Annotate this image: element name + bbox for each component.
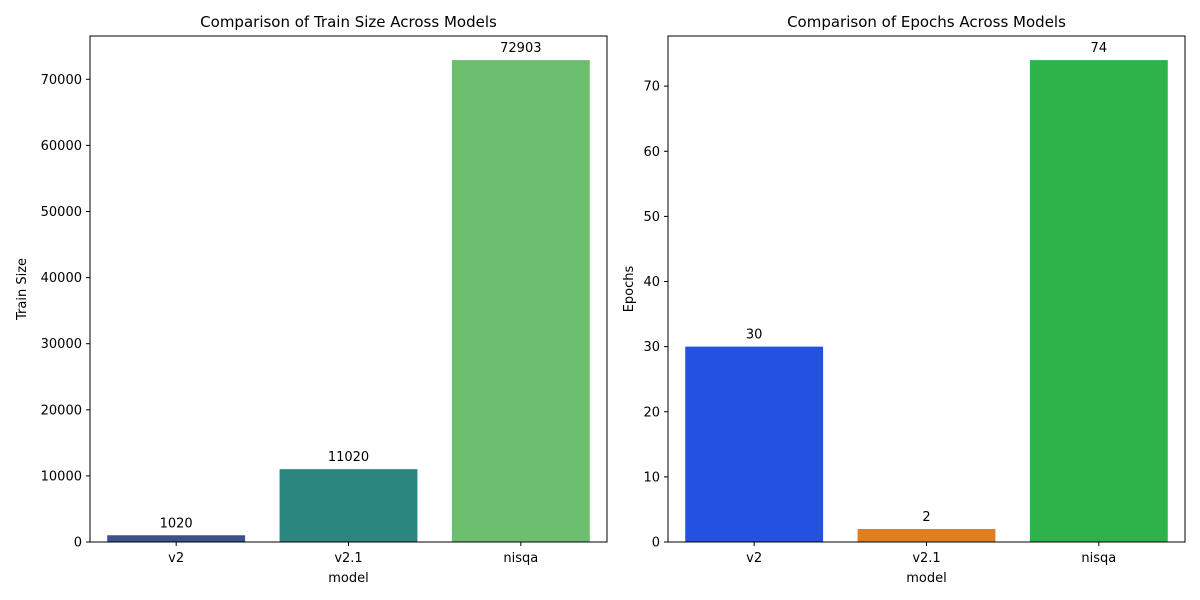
data-label: 72903 <box>500 41 541 56</box>
bar-nisqa <box>451 60 590 542</box>
y-tick-label: 50000 <box>41 205 82 220</box>
x-tick-label: v2 <box>746 551 762 566</box>
bar-v2.1 <box>279 469 418 542</box>
x-axis-label: model <box>906 571 946 586</box>
x-tick-label: nisqa <box>1081 551 1116 566</box>
bar-v2 <box>107 535 246 542</box>
y-axis-label: Epochs <box>622 265 637 312</box>
y-tick-label: 70000 <box>41 73 82 88</box>
chart-train-size: Comparison of Train Size Across Models 10… <box>15 13 608 586</box>
data-label: 1020 <box>160 516 193 531</box>
y-tick-label: 40 <box>643 275 660 290</box>
chart-title: Comparison of Train Size Across Models <box>200 13 497 31</box>
y-tick-label: 70 <box>643 80 660 95</box>
x-tick-label: v2.1 <box>912 551 940 566</box>
y-tick-label: 30000 <box>41 337 82 352</box>
x-tick-label: v2.1 <box>334 551 362 566</box>
y-tick-label: 20000 <box>41 403 82 418</box>
data-label: 2 <box>922 510 930 525</box>
x-tick-label: v2 <box>168 551 184 566</box>
y-tick-label: 50 <box>643 210 660 225</box>
y-tick-label: 40000 <box>41 271 82 286</box>
chart-title: Comparison of Epochs Across Models <box>787 13 1066 31</box>
y-axis-label: Train Size <box>15 258 30 321</box>
bar-nisqa <box>1029 60 1168 542</box>
x-axis-label: model <box>328 571 368 586</box>
y-tick-label: 10000 <box>41 469 82 484</box>
data-label: 11020 <box>328 450 369 465</box>
y-tick-label: 20 <box>643 405 660 420</box>
y-tick-label: 60 <box>643 145 660 160</box>
y-tick-label: 30 <box>643 340 660 355</box>
y-tick-label: 10 <box>643 470 660 485</box>
bar-v2 <box>685 346 824 542</box>
x-tick-label: nisqa <box>503 551 538 566</box>
data-label: 74 <box>1091 41 1108 56</box>
y-tick-label: 60000 <box>41 139 82 154</box>
chart-epochs: Comparison of Epochs Across Models 30 2 74 0… <box>622 13 1186 586</box>
y-tick-label: 0 <box>652 536 660 551</box>
data-label: 30 <box>746 328 763 343</box>
y-tick-label: 0 <box>74 536 82 551</box>
bar-v2.1 <box>857 528 996 542</box>
